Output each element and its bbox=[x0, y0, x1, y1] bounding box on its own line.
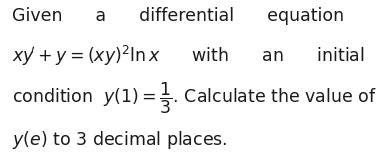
Text: Given      a      differential      equation: Given a differential equation bbox=[12, 7, 344, 25]
Text: condition  $y(1)=\dfrac{1}{3}$. Calculate the value of: condition $y(1)=\dfrac{1}{3}$. Calculate… bbox=[12, 80, 376, 116]
Text: $xy\!'+y=(xy)^2\ln x$      with      an      initial: $xy\!'+y=(xy)^2\ln x$ with an initial bbox=[12, 44, 364, 68]
Text: $y(e)$ to 3 decimal places.: $y(e)$ to 3 decimal places. bbox=[12, 129, 227, 151]
